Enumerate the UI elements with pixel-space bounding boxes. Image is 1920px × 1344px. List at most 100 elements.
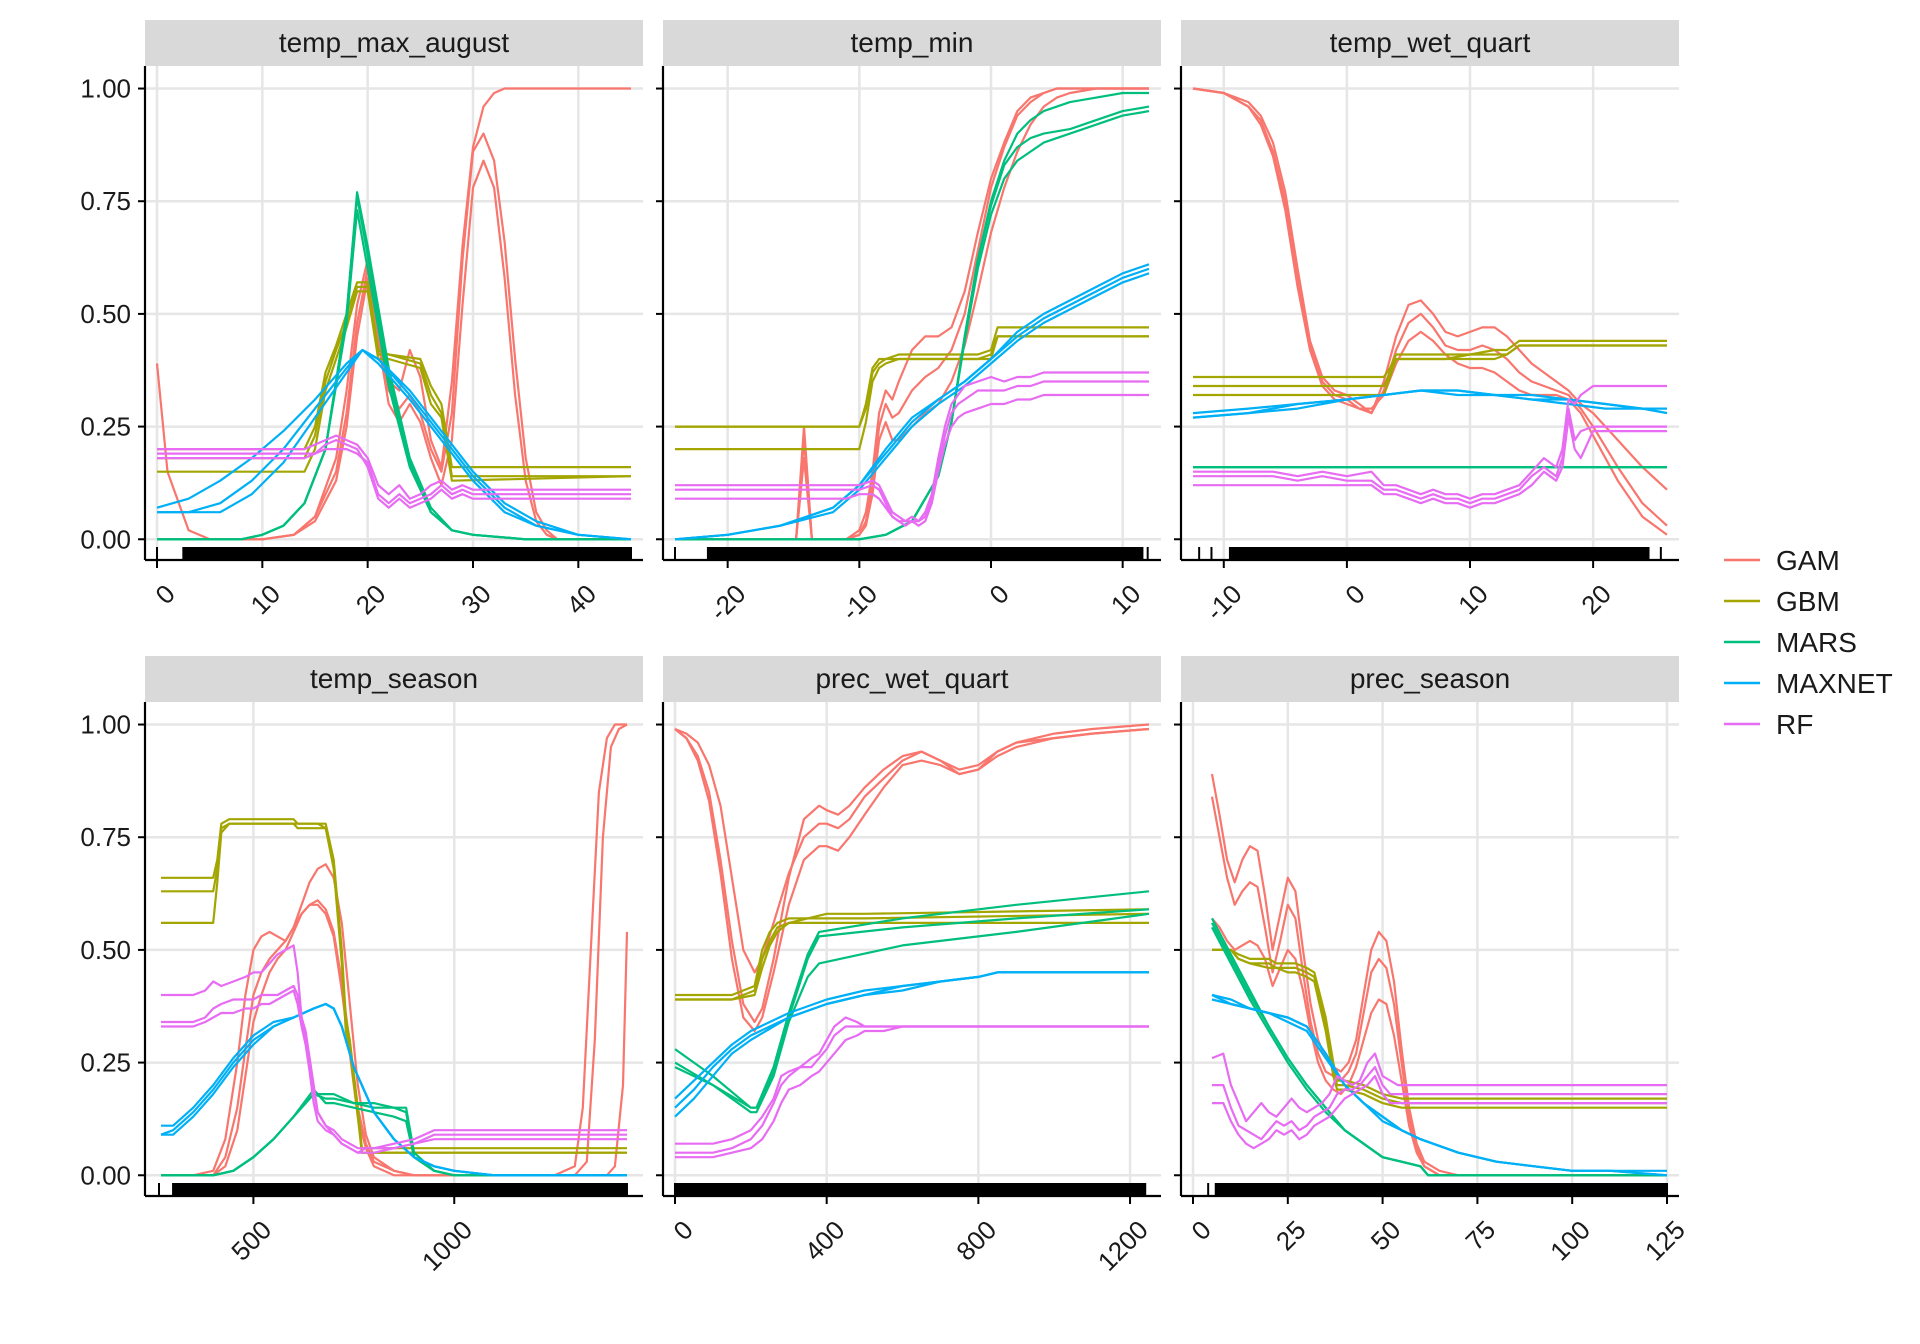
series-line-maxnet [161, 1002, 627, 1177]
series-line-gbm [675, 912, 1150, 1001]
series-line-gbm [157, 285, 631, 478]
legend: GAM GBM MARS MAXNET RF [1724, 545, 1893, 740]
series-line-maxnet [157, 348, 632, 541]
series-line-mars [157, 209, 631, 541]
facet-strip [1181, 20, 1679, 66]
series-line-gbm [1193, 344, 1667, 397]
series-line-gbm [675, 335, 1149, 451]
series-line-gam [1192, 87, 1668, 491]
series-line-gbm [675, 921, 1149, 1001]
legend-label: GAM [1776, 545, 1840, 576]
series-lines [160, 723, 629, 1177]
rug [674, 547, 1149, 560]
series-line-gam [1211, 917, 1667, 1177]
facet-panel: temp_wet_quart-10 0 10 20 [1174, 20, 1679, 626]
legend-label: RF [1776, 709, 1813, 740]
series-line-gam [674, 727, 1150, 1033]
series-line-gam [674, 723, 1150, 974]
rug [1207, 1183, 1668, 1196]
y-tick-label: 0.75 [80, 186, 131, 216]
series-lines [155, 87, 632, 541]
series-line-rf [1193, 384, 1667, 500]
legend-label: GBM [1776, 586, 1840, 617]
series-line-rf [157, 448, 631, 505]
series-line-maxnet [674, 267, 1150, 541]
legend-item: GBM [1724, 586, 1840, 617]
y-tick-label: 0.75 [80, 822, 131, 852]
y-tick-label: 1.00 [80, 74, 131, 104]
series-line-maxnet [1192, 389, 1668, 419]
y-tick-label: 0.25 [80, 412, 131, 442]
legend-item: GAM [1724, 545, 1840, 576]
series-line-rf [157, 439, 631, 509]
facet-strip [145, 656, 643, 702]
series-line-gbm [161, 822, 627, 1154]
series-line-gbm [157, 281, 631, 469]
series-line-gam [1210, 773, 1667, 1177]
legend-item: MAXNET [1724, 668, 1893, 699]
series-line-rf [1211, 1052, 1667, 1123]
legend-label: MARS [1776, 627, 1857, 658]
series-line-rf [675, 371, 1149, 523]
rug [158, 1183, 628, 1196]
series-line-rf [161, 989, 627, 1154]
series-line-maxnet [1211, 998, 1668, 1177]
facet-title: temp_season [310, 663, 478, 694]
series-line-rf [157, 434, 631, 500]
series-line-gam [161, 723, 627, 1177]
rug [156, 547, 632, 560]
y-tick-label: 0.00 [80, 524, 131, 554]
facet-strip [1181, 656, 1679, 702]
gridlines [1181, 702, 1679, 1196]
rug [674, 1183, 1147, 1196]
series-line-gbm [675, 908, 1150, 997]
series-line-gbm [1193, 339, 1667, 379]
series-line-gam [1192, 87, 1668, 536]
series-line-gam [674, 727, 1150, 1024]
rug-band [1229, 547, 1649, 560]
facet-title: temp_min [851, 27, 974, 58]
series-lines [674, 87, 1150, 541]
series-lines [1192, 87, 1668, 536]
rug-band [707, 547, 1143, 560]
facet-title: temp_max_august [279, 27, 510, 58]
series-line-rf [1193, 416, 1667, 509]
legend-item: MARS [1724, 627, 1857, 658]
legend-item: RF [1724, 709, 1813, 740]
facet-title: prec_season [1350, 663, 1510, 694]
series-line-gam [1192, 87, 1668, 527]
rug [1198, 547, 1662, 560]
legend-label: MAXNET [1776, 668, 1893, 699]
rug-band [173, 1183, 627, 1196]
y-tick-label: 0.50 [80, 299, 131, 329]
series-line-maxnet [674, 971, 1149, 1118]
series-line-gbm [1212, 948, 1667, 1109]
series-line-maxnet [674, 272, 1150, 541]
gridlines [1181, 66, 1679, 560]
series-line-mars [674, 912, 1150, 1114]
facet-panel: temp_min-20 -10 0 10 [656, 20, 1161, 626]
facet-strip [663, 656, 1161, 702]
facet-title: temp_wet_quart [1330, 27, 1531, 58]
series-lines [1210, 773, 1668, 1177]
rug-band [675, 1183, 1146, 1196]
series-line-mars [1211, 926, 1667, 1177]
facet-title: prec_wet_quart [815, 663, 1008, 694]
series-line-rf [1212, 1065, 1667, 1141]
facet-strip [663, 20, 1161, 66]
y-tick-label: 0.25 [80, 1048, 131, 1078]
series-line-rf [1212, 1074, 1667, 1150]
gridlines [663, 702, 1161, 1196]
y-tick-label: 0.00 [80, 1160, 131, 1190]
rug-band [1215, 1183, 1667, 1196]
facet-strip [145, 20, 643, 66]
series-line-rf [1193, 407, 1667, 505]
series-line-maxnet [1192, 389, 1668, 419]
series-line-gbm [157, 290, 632, 482]
series-lines [674, 723, 1150, 1159]
series-line-rf [675, 393, 1149, 527]
